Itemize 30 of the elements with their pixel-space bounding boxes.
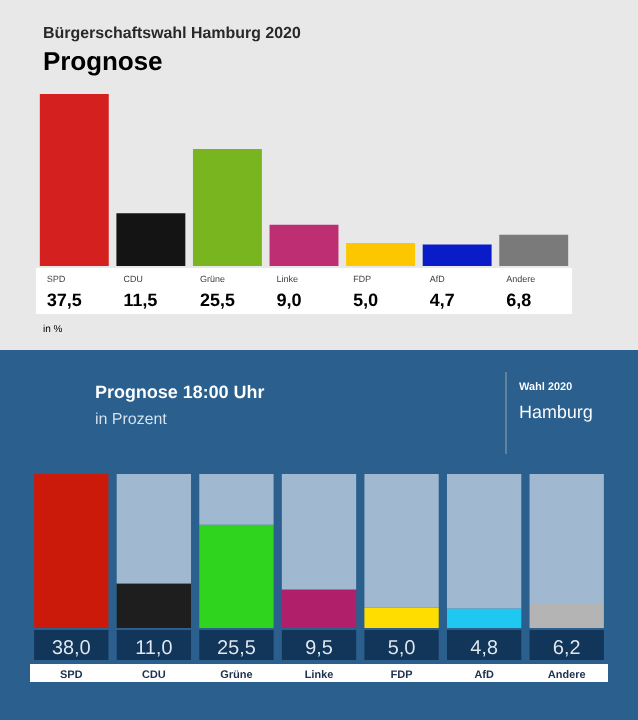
data-label: 4,7 xyxy=(430,293,454,309)
text: Hamburg xyxy=(520,405,592,422)
data-label: 6,2 xyxy=(553,640,580,657)
data-label: 38,0 xyxy=(52,640,90,657)
bar xyxy=(192,149,262,266)
chart-title: Prognose 18:00 Uhr xyxy=(96,385,265,402)
bar xyxy=(422,244,492,266)
bar xyxy=(116,213,186,266)
bar xyxy=(499,234,569,266)
data-label: 9,5 xyxy=(306,640,333,657)
data-label: 25,5 xyxy=(200,293,235,309)
bar xyxy=(364,474,439,608)
bar xyxy=(346,243,416,266)
data-label: 4,8 xyxy=(470,640,498,657)
bar xyxy=(446,474,522,609)
data-label: 25,5 xyxy=(218,640,255,657)
data-label: 11,5 xyxy=(124,293,157,309)
bar xyxy=(281,474,357,590)
data-label: 11,0 xyxy=(136,640,172,657)
data-label: 37,5 xyxy=(47,293,82,309)
bar xyxy=(529,474,604,603)
data-label: 6,8 xyxy=(506,293,531,309)
data-label: 5,0 xyxy=(388,640,415,657)
bar xyxy=(39,93,109,266)
chart-subtitle: Prognose xyxy=(44,52,162,76)
data-label: 5,0 xyxy=(353,293,378,309)
data-label: 9,0 xyxy=(277,293,301,309)
bar xyxy=(199,474,274,525)
bar xyxy=(269,224,339,266)
bar xyxy=(116,474,192,584)
